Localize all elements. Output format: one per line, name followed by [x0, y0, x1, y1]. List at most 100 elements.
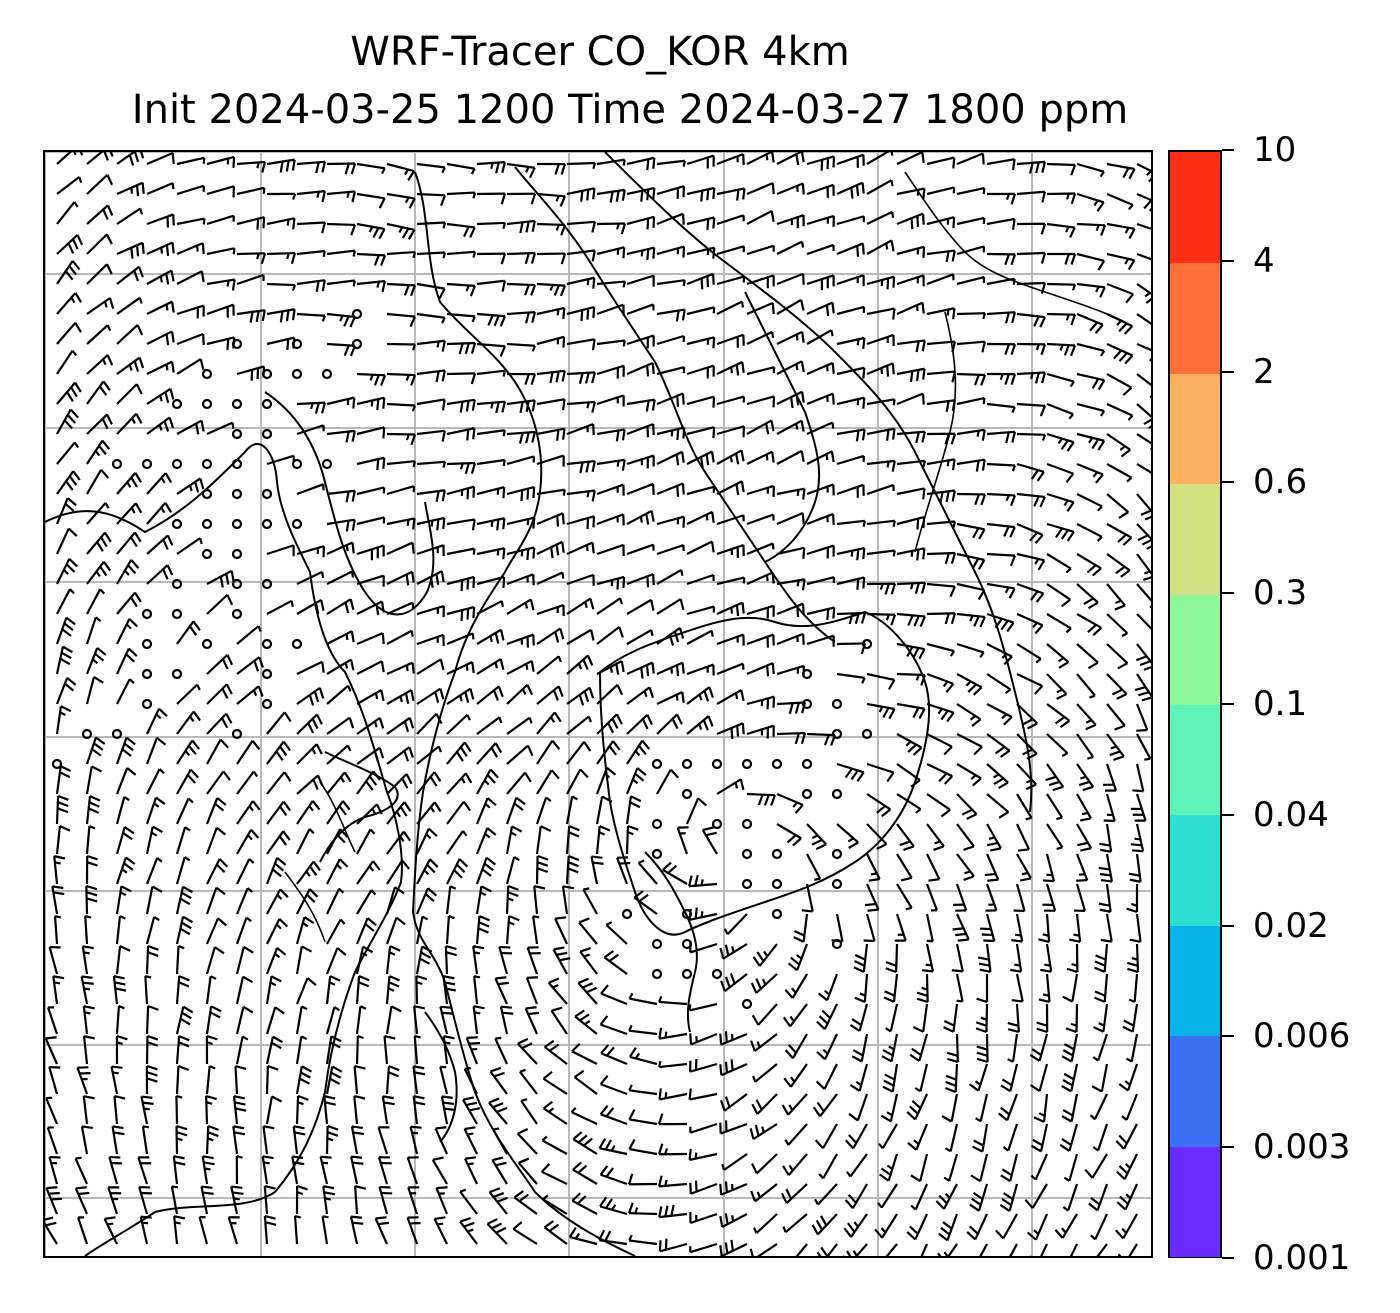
wind-barb [476, 192, 507, 205]
wind-barb [566, 220, 596, 233]
wind-barb [236, 273, 265, 286]
wind-barb [206, 712, 233, 735]
wind-barb [536, 711, 562, 735]
wind-barb [326, 858, 349, 885]
wind-barb [55, 497, 77, 525]
wind-barb [566, 489, 596, 502]
wind-barb [146, 416, 175, 435]
calm-marker [291, 368, 303, 380]
wind-barb [175, 915, 194, 945]
wind-barb [688, 1088, 718, 1101]
wind-barb [806, 214, 835, 227]
wind-barb [577, 977, 598, 1005]
wind-barb [925, 883, 938, 912]
calm-marker [771, 878, 783, 890]
wind-barb [1046, 673, 1068, 700]
wind-barb [205, 1065, 216, 1095]
calm-marker [831, 788, 843, 800]
wind-barb [326, 429, 356, 443]
wind-barb [749, 1243, 778, 1256]
wind-barb [1132, 763, 1145, 793]
wind-barb [116, 618, 139, 645]
wind-barb [116, 241, 145, 259]
wind-barb [205, 1094, 218, 1125]
wind-barb [266, 308, 296, 323]
wind-barb [146, 269, 175, 285]
wind-barb [658, 995, 688, 1006]
wind-barb [590, 855, 604, 885]
wind-barb [295, 1094, 309, 1125]
wind-barb [296, 686, 325, 706]
wind-barb [416, 516, 446, 531]
wind-barb [1106, 282, 1134, 304]
wind-barb [956, 372, 987, 386]
wind-barb [356, 544, 385, 561]
wind-barb [844, 1183, 868, 1209]
wind-barb [968, 1063, 989, 1092]
wind-barb [689, 1242, 718, 1254]
wind-barb [295, 945, 313, 975]
wind-barb [175, 945, 185, 975]
wind-barb [746, 244, 775, 256]
calm-marker [351, 338, 363, 350]
wind-barb [505, 796, 526, 825]
wind-barb [473, 975, 481, 1005]
wind-barb [1046, 162, 1077, 176]
wind-barb [1092, 1033, 1109, 1062]
wind-barb [910, 1153, 929, 1183]
wind-barb [385, 975, 400, 1005]
wind-barb [1040, 943, 1053, 973]
wind-barb [926, 853, 941, 882]
wind-barb [815, 1063, 838, 1090]
wind-barb [883, 973, 899, 1003]
wind-barb [175, 1035, 190, 1065]
colorbar-tick [1222, 149, 1234, 151]
wind-barb [296, 424, 325, 436]
wind-barb [943, 1153, 959, 1182]
wind-barb [235, 1154, 243, 1185]
wind-barb [170, 1185, 179, 1215]
wind-barb [956, 673, 983, 696]
wind-barb [626, 713, 654, 735]
wind-barb [1076, 462, 1104, 484]
calm-marker [201, 368, 213, 380]
wind-barb [956, 582, 986, 601]
wind-barb [1136, 493, 1151, 521]
wind-barb [489, 1066, 508, 1095]
wind-barb [356, 889, 377, 915]
wind-barb [386, 801, 412, 825]
wind-barb [953, 883, 968, 912]
wind-barb [506, 744, 534, 765]
wind-barb [236, 770, 259, 795]
wind-barb [296, 401, 327, 414]
wind-barb [506, 455, 536, 466]
wind-barb [716, 425, 746, 438]
wind-barb [146, 360, 175, 375]
wind-barb [969, 1183, 989, 1212]
wind-barb [532, 915, 540, 945]
calm-marker [201, 518, 213, 530]
calm-marker [231, 728, 243, 740]
wind-barb [506, 192, 537, 205]
colorbar-tick [1222, 481, 1234, 484]
wind-barb [656, 366, 686, 376]
wind-barb [599, 1015, 628, 1036]
wind-barb [866, 549, 896, 557]
wind-barb [906, 1213, 928, 1241]
wind-barb [356, 426, 386, 439]
wind-barb [596, 597, 623, 615]
wind-barb [836, 274, 865, 287]
wind-barb [1091, 1063, 1109, 1093]
wind-barb [1090, 1213, 1108, 1241]
wind-barb [806, 512, 835, 526]
wind-barb [628, 1234, 658, 1246]
wind-barb [628, 1024, 658, 1036]
wind-barb [356, 828, 376, 855]
wind-barb [236, 625, 262, 645]
wind-barb [565, 825, 580, 855]
wind-barb [565, 795, 578, 825]
wind-barb [1136, 553, 1151, 582]
wind-barb [572, 1131, 598, 1155]
calm-marker [291, 458, 303, 470]
wind-barb [263, 1185, 276, 1215]
